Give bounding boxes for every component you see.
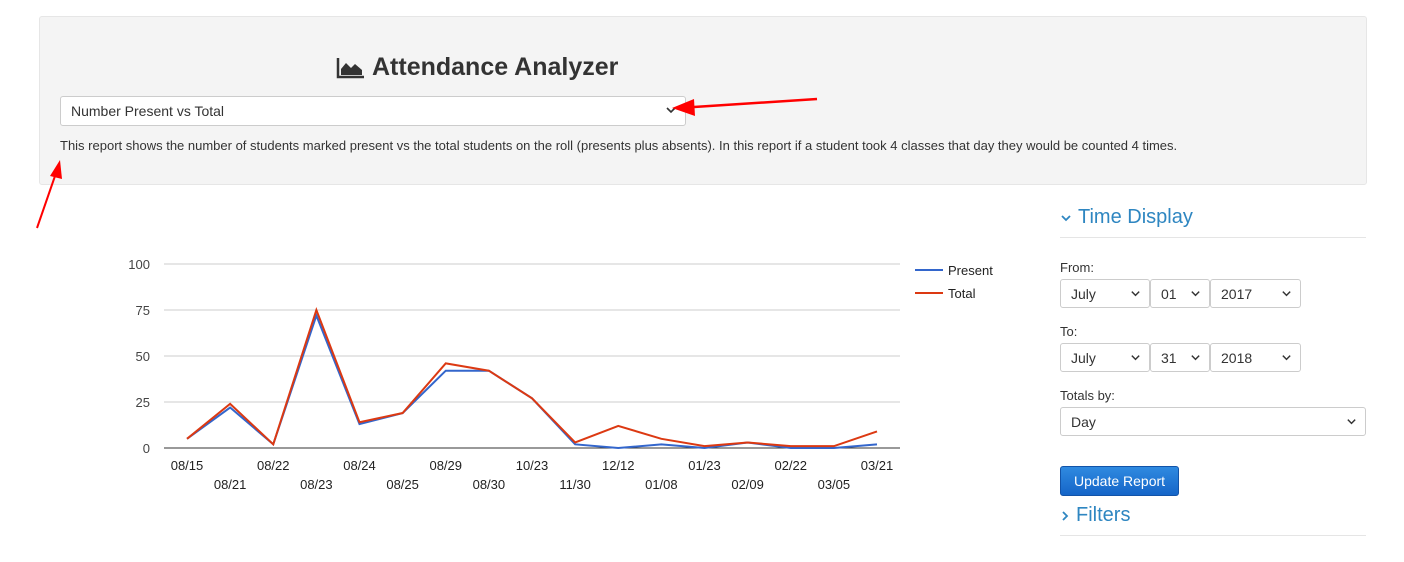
to-month-select[interactable]: July: [1060, 343, 1150, 372]
report-description: This report shows the number of students…: [60, 138, 1178, 153]
time-display-heading: Time Display: [1078, 206, 1193, 228]
x-tick-label: 08/15: [171, 458, 204, 473]
y-tick-label: 25: [136, 395, 150, 410]
y-tick-label: 100: [128, 257, 150, 272]
series-line-total: [186, 306, 878, 448]
to-year-select[interactable]: 2018: [1210, 343, 1301, 372]
chevron-down-icon: [1131, 291, 1140, 297]
x-tick-label: 01/08: [645, 477, 678, 492]
area-chart-icon: [336, 57, 364, 78]
x-tick-label: 12/12: [602, 458, 635, 473]
chevron-down-icon: [1191, 291, 1200, 297]
x-tick-label: 08/29: [429, 458, 462, 473]
attendance-line-chart: 0 25 50 75 100 08/15 08/21 08/22 08/23 08/24 08/25…: [128, 257, 993, 492]
x-tick-label: 02/22: [774, 458, 807, 473]
time-display-toggle[interactable]: Time Display: [1060, 206, 1366, 238]
to-day-select[interactable]: 31: [1150, 343, 1210, 372]
from-day-value: 01: [1161, 285, 1177, 302]
x-tick-label: 01/23: [688, 458, 721, 473]
legend-label: Present: [948, 263, 993, 278]
series-line-present: [186, 312, 878, 450]
to-date-row: July 31 2018: [1060, 343, 1366, 372]
x-tick-label: 08/21: [214, 477, 247, 492]
x-tick-label: 08/25: [386, 477, 419, 492]
report-type-select[interactable]: Number Present vs Total: [60, 96, 686, 126]
chevron-down-icon: [1282, 291, 1291, 297]
legend-label: Total: [948, 286, 976, 301]
x-tick-label: 08/30: [473, 477, 506, 492]
x-tick-label: 10/23: [516, 458, 549, 473]
sidebar: Time Display From: July 01 2017 To: July: [1060, 206, 1366, 536]
from-date-row: July 01 2017: [1060, 279, 1366, 308]
filters-toggle[interactable]: Filters: [1060, 504, 1366, 536]
to-label: To:: [1060, 324, 1078, 339]
chevron-right-icon: [1062, 510, 1069, 521]
to-month-value: July: [1071, 349, 1096, 366]
chevron-down-icon: [1061, 214, 1071, 221]
y-tick-label: 75: [136, 303, 150, 318]
from-label: From:: [1060, 260, 1094, 275]
header-panel: Attendance Analyzer Number Present vs To…: [39, 16, 1367, 185]
page-title-text: Attendance Analyzer: [372, 53, 619, 81]
x-tick-label: 08/23: [300, 477, 333, 492]
x-tick-label: 03/05: [818, 477, 851, 492]
page-title: Attendance Analyzer: [336, 53, 618, 82]
from-day-select[interactable]: 01: [1150, 279, 1210, 308]
x-tick-label: 08/22: [257, 458, 290, 473]
x-tick-label: 11/30: [559, 477, 591, 492]
chevron-down-icon: [666, 107, 676, 114]
from-month-select[interactable]: July: [1060, 279, 1150, 308]
y-tick-label: 50: [136, 349, 150, 364]
attendance-chart: 0 25 50 75 100 08/15 08/21 08/22 08/23 08/24 08/25…: [100, 250, 1020, 500]
totals-by-value: Day: [1071, 413, 1096, 430]
x-tick-label: 08/24: [343, 458, 376, 473]
y-tick-label: 0: [143, 441, 150, 456]
totals-by-label: Totals by:: [1060, 388, 1115, 403]
chevron-down-icon: [1347, 419, 1356, 425]
to-day-value: 31: [1161, 349, 1177, 366]
update-report-button[interactable]: Update Report: [1060, 466, 1180, 496]
totals-by-select[interactable]: Day: [1060, 407, 1366, 436]
x-tick-label: 03/21: [861, 458, 894, 473]
chevron-down-icon: [1131, 355, 1140, 361]
report-type-value: Number Present vs Total: [71, 103, 225, 119]
x-tick-label: 02/09: [731, 477, 764, 492]
to-year-value: 2018: [1221, 349, 1253, 366]
from-year-value: 2017: [1221, 285, 1253, 302]
filters-heading: Filters: [1076, 504, 1131, 526]
chevron-down-icon: [1282, 355, 1291, 361]
chevron-down-icon: [1191, 355, 1200, 361]
from-month-value: July: [1071, 285, 1096, 302]
from-year-select[interactable]: 2017: [1210, 279, 1301, 308]
